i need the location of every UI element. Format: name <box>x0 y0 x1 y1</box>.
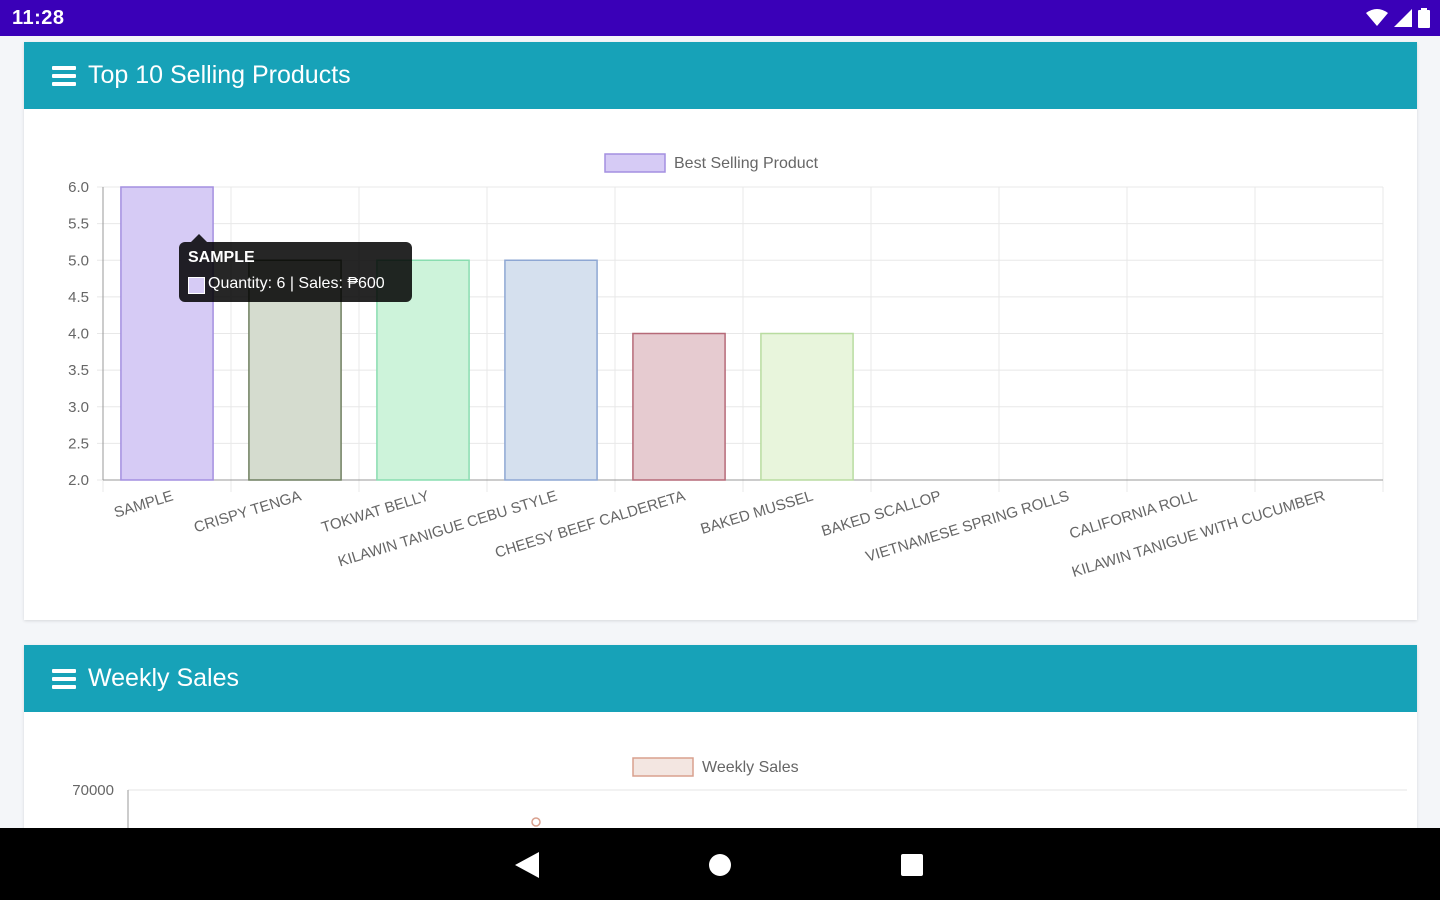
top-products-header: Top 10 Selling Products <box>24 42 1417 109</box>
status-icons <box>1366 8 1430 28</box>
top-products-card: Top 10 Selling Products Best Selling Pro… <box>24 42 1417 620</box>
legend-label[interactable]: Weekly Sales <box>702 759 799 776</box>
legend-swatch[interactable] <box>632 757 694 777</box>
weekly-sales-card: Weekly Sales Weekly Sales 70000 <box>24 645 1417 845</box>
y-tick-label: 2.5 <box>68 435 89 452</box>
y-tick-label: 4.5 <box>68 289 89 306</box>
y-tick-label: 5.0 <box>68 252 89 269</box>
x-tick-label: TOKWAT BELLY <box>319 488 431 537</box>
x-tick-label: VIETNAMESE SPRING ROLLS <box>864 488 1071 566</box>
home-icon[interactable] <box>708 853 732 877</box>
bar[interactable] <box>760 332 854 481</box>
y-tick-label: 3.0 <box>68 399 89 416</box>
wifi-icon <box>1366 9 1388 26</box>
navigation-bar <box>0 828 1440 900</box>
legend-swatch[interactable] <box>604 153 666 173</box>
status-time: 11:28 <box>12 7 65 29</box>
tooltip-swatch <box>188 277 205 294</box>
battery-icon <box>1418 8 1430 28</box>
signal-icon <box>1394 9 1412 27</box>
menu-icon[interactable] <box>52 65 76 86</box>
x-tick-label: BAKED MUSSEL <box>699 488 816 538</box>
status-bar: 11:28 <box>0 0 1440 36</box>
y-tick-label: 5.5 <box>68 216 89 233</box>
y-tick-label: 2.0 <box>68 472 89 489</box>
y-tick-label: 4.0 <box>68 326 89 343</box>
bar[interactable] <box>504 259 598 481</box>
tooltip-title: SAMPLE <box>188 249 255 266</box>
x-tick-label: CRISPY TENGA <box>192 488 303 537</box>
back-icon[interactable] <box>515 852 539 878</box>
tooltip-caret <box>191 234 207 242</box>
top-products-title: Top 10 Selling Products <box>88 61 351 89</box>
top-products-chart: Best Selling Product 6.0 5.5 5.0 4.5 4.0 3.5 3… <box>68 153 1384 581</box>
x-tick-label: KILAWIN TANIGUE CEBU STYLE <box>336 488 559 571</box>
x-tick-label: SAMPLE <box>112 488 175 522</box>
menu-icon[interactable] <box>52 668 76 689</box>
x-tick-label: KILAWIN TANIGUE WITH CUCUMBER <box>1070 487 1327 580</box>
weekly-sales-title: Weekly Sales <box>88 664 239 692</box>
recents-icon[interactable] <box>900 853 924 877</box>
legend-label[interactable]: Best Selling Product <box>674 155 819 172</box>
weekly-sales-chart: Weekly Sales 70000 <box>72 757 1407 845</box>
y-tick-label: 6.0 <box>68 179 89 196</box>
bar[interactable] <box>120 186 214 481</box>
y-tick-label: 3.5 <box>68 362 89 379</box>
bar[interactable] <box>632 332 726 481</box>
weekly-sales-header: Weekly Sales <box>24 645 1417 712</box>
y-tick-label: 70000 <box>72 782 114 799</box>
chart-tooltip: SAMPLE Quantity: 6 | Sales: ₱600 <box>179 234 412 302</box>
data-point[interactable] <box>531 817 541 827</box>
tooltip-text: Quantity: 6 | Sales: ₱600 <box>208 275 385 292</box>
